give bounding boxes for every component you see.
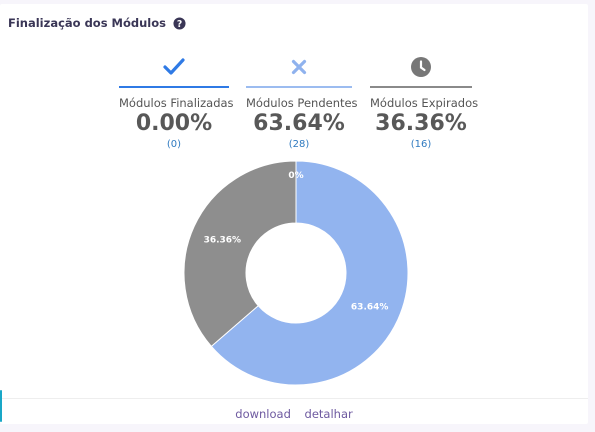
stat-pending-count: (28): [288, 139, 310, 150]
stat-expired: Módulos Expirados 36.36% (16): [370, 52, 479, 150]
donut-slice[interactable]: [183, 160, 297, 348]
card-footer: download detalhar: [0, 407, 588, 421]
modules-completion-card: Finalização dos Módulos ? Módulos Finali…: [0, 4, 588, 424]
stat-expired-count: (16): [410, 139, 432, 150]
footer-divider: [2, 398, 588, 399]
stat-finished-bar: [119, 86, 229, 88]
donut-slice-label: 63.64%: [351, 303, 389, 313]
close-icon: [291, 59, 307, 75]
donut-slice-label: 0%: [288, 171, 303, 181]
stat-pending: Módulos Pendentes 63.64% (28): [246, 52, 358, 150]
left-accent-bar: [0, 390, 2, 422]
donut-chart: 0% 63.64% 36.36%: [183, 160, 409, 386]
card-header: Finalização dos Módulos ?: [8, 16, 186, 30]
stat-pending-label: Módulos Pendentes: [246, 96, 358, 110]
stat-pending-bar: [246, 86, 352, 88]
svg-text:?: ?: [177, 18, 182, 29]
stat-expired-label: Módulos Expirados: [370, 96, 479, 110]
clock-icon: [411, 57, 431, 77]
download-link[interactable]: download: [235, 407, 291, 421]
help-icon[interactable]: ?: [173, 16, 186, 30]
card-title: Finalização dos Módulos: [8, 16, 166, 30]
donut-slice-label: 36.36%: [204, 235, 242, 245]
stat-pending-percent: 63.64%: [253, 111, 345, 136]
detail-link[interactable]: detalhar: [304, 407, 353, 421]
donut-slice[interactable]: [210, 160, 409, 386]
stat-finished-count: (0): [166, 139, 182, 150]
stat-finished: Módulos Finalizadas 0.00% (0): [119, 52, 234, 150]
stat-finished-label: Módulos Finalizadas: [119, 96, 234, 110]
stat-expired-bar: [370, 86, 472, 88]
stat-expired-percent: 36.36%: [375, 111, 467, 136]
stat-finished-percent: 0.00%: [135, 111, 213, 136]
check-icon: [163, 58, 185, 75]
